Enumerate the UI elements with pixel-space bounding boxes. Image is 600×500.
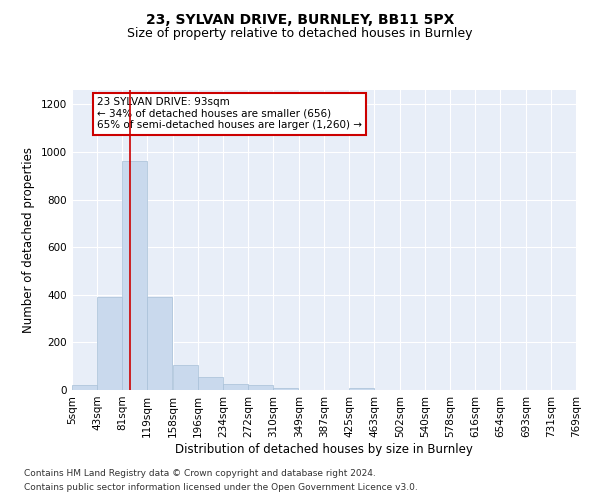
Bar [349,388,374,390]
Text: Contains public sector information licensed under the Open Government Licence v3: Contains public sector information licen… [24,484,418,492]
Bar [97,297,122,390]
Bar [173,365,198,390]
Bar [273,388,298,390]
Bar [122,162,147,390]
Bar [223,384,248,390]
Bar [198,377,223,390]
Text: 23, SYLVAN DRIVE, BURNLEY, BB11 5PX: 23, SYLVAN DRIVE, BURNLEY, BB11 5PX [146,12,454,26]
Text: Contains HM Land Registry data © Crown copyright and database right 2024.: Contains HM Land Registry data © Crown c… [24,468,376,477]
Text: Size of property relative to detached houses in Burnley: Size of property relative to detached ho… [127,28,473,40]
Bar [72,385,97,390]
X-axis label: Distribution of detached houses by size in Burnley: Distribution of detached houses by size … [175,442,473,456]
Text: 23 SYLVAN DRIVE: 93sqm
← 34% of detached houses are smaller (656)
65% of semi-de: 23 SYLVAN DRIVE: 93sqm ← 34% of detached… [97,97,362,130]
Bar [248,385,273,390]
Y-axis label: Number of detached properties: Number of detached properties [22,147,35,333]
Bar [147,297,172,390]
